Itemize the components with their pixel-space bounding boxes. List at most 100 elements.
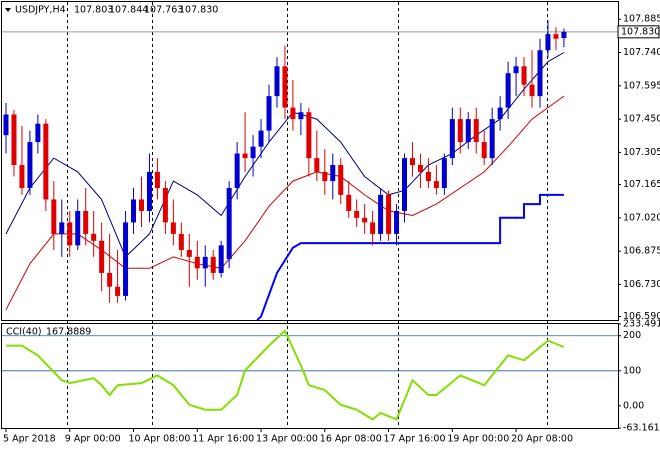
- y-tick-label: 107.450: [623, 114, 660, 125]
- candle-body: [274, 66, 280, 97]
- y-tick-label: -63.1616: [623, 423, 660, 434]
- candle-body: [497, 107, 503, 120]
- main-panel-frame: [1, 1, 619, 321]
- ohlc-open: 107.803: [74, 5, 113, 16]
- y-tick-label: 106.590: [623, 311, 660, 322]
- candle-body: [457, 119, 463, 143]
- candle-body: [553, 34, 559, 39]
- candle-body: [186, 249, 192, 257]
- candle-body: [19, 165, 25, 188]
- candle-body: [441, 158, 447, 188]
- y-tick-label: 106.730: [623, 279, 660, 290]
- candle-body: [59, 222, 65, 234]
- indicator-line: [6, 329, 565, 421]
- candle-body: [513, 66, 519, 74]
- candle-body: [537, 50, 543, 97]
- x-tick-label: 20 Apr 08:00: [511, 434, 573, 445]
- y-tick-label: 107.165: [623, 179, 660, 190]
- cci-name: CCI(40): [6, 327, 42, 338]
- y-tick-label: 100: [623, 365, 641, 376]
- candle-body: [43, 123, 49, 200]
- y-tick-label: 107.595: [623, 80, 660, 91]
- candle-body: [162, 187, 168, 223]
- y-tick-label: 107.305: [623, 147, 660, 158]
- candle-body: [489, 119, 495, 159]
- indicator-line: [5, 95, 565, 310]
- x-tick-label: 11 Apr 16:00: [192, 434, 254, 445]
- candle-body: [107, 272, 113, 287]
- candle-body: [27, 142, 33, 188]
- candle-body: [210, 256, 216, 273]
- candle-body: [298, 112, 304, 120]
- candle-body: [3, 114, 9, 136]
- menu-triangle[interactable]: [5, 8, 11, 12]
- candle-body: [449, 119, 455, 159]
- candle-body: [338, 165, 344, 195]
- x-tick-label: 9 Apr 00:00: [65, 434, 121, 445]
- candle-body: [234, 153, 240, 188]
- candle-body: [154, 171, 160, 188]
- y-tick-label: 107.740: [623, 47, 660, 58]
- candle-body: [314, 158, 320, 172]
- candle-body: [354, 210, 360, 218]
- candle-body: [99, 240, 105, 273]
- ohlc-high: 107.844: [109, 5, 148, 16]
- candle-body: [529, 84, 535, 97]
- candle-body: [417, 165, 423, 172]
- candle-body: [473, 119, 479, 143]
- candle-body: [250, 146, 256, 159]
- candle-body: [67, 222, 73, 246]
- cci-value: 167.8889: [46, 327, 91, 338]
- candle-body: [481, 142, 487, 159]
- candle-body: [386, 194, 392, 234]
- candle-body: [258, 130, 264, 147]
- current-price-label: 107.830: [621, 26, 660, 37]
- candle-body: [11, 114, 17, 166]
- candle-body: [51, 199, 57, 234]
- candle-body: [178, 233, 184, 250]
- x-tick-label: 16 Apr 08:00: [320, 434, 382, 445]
- x-tick-label: 10 Apr 08:00: [129, 434, 191, 445]
- y-tick-label: 107.885: [623, 14, 660, 25]
- x-tick-label: 5 Apr 2018: [3, 434, 56, 445]
- current-price-box: [617, 25, 660, 39]
- candle-body: [131, 199, 137, 223]
- candle-body: [242, 153, 248, 159]
- cci-panel-frame: [1, 323, 619, 429]
- symbol-label: USDJPY,H4: [15, 5, 66, 16]
- ohlc-close: 107.830: [179, 5, 218, 16]
- candle-body: [115, 286, 121, 296]
- candle-body: [35, 123, 41, 143]
- candle-body: [330, 165, 336, 182]
- candle-body: [561, 31, 567, 39]
- candle-body: [545, 34, 551, 51]
- candle-body: [202, 256, 208, 269]
- candle-body: [290, 107, 296, 120]
- y-tick-label: 0.00: [623, 400, 644, 411]
- candle-body: [146, 171, 152, 211]
- x-tick-label: 13 Apr 00:00: [256, 434, 318, 445]
- candle-body: [433, 181, 439, 188]
- candle-body: [83, 210, 89, 234]
- candle-body: [409, 158, 415, 166]
- candle-body: [226, 187, 232, 260]
- y-tick-label: 233.4916: [623, 319, 660, 330]
- candle-body: [370, 222, 376, 234]
- candle-body: [402, 158, 407, 211]
- y-tick-label: 200: [623, 330, 641, 341]
- candle-body: [425, 171, 431, 182]
- candle-body: [465, 119, 471, 143]
- candle-body: [170, 222, 176, 234]
- candle-body: [282, 66, 288, 108]
- candle-body: [306, 112, 312, 159]
- candle-body: [123, 222, 129, 296]
- candle-body: [218, 245, 224, 273]
- y-tick-label: 107.020: [623, 212, 660, 223]
- candle-body: [194, 256, 200, 269]
- candle-body: [75, 210, 81, 246]
- candle-body: [91, 233, 97, 241]
- candle-body: [505, 73, 511, 108]
- y-tick-label: 106.875: [623, 246, 660, 257]
